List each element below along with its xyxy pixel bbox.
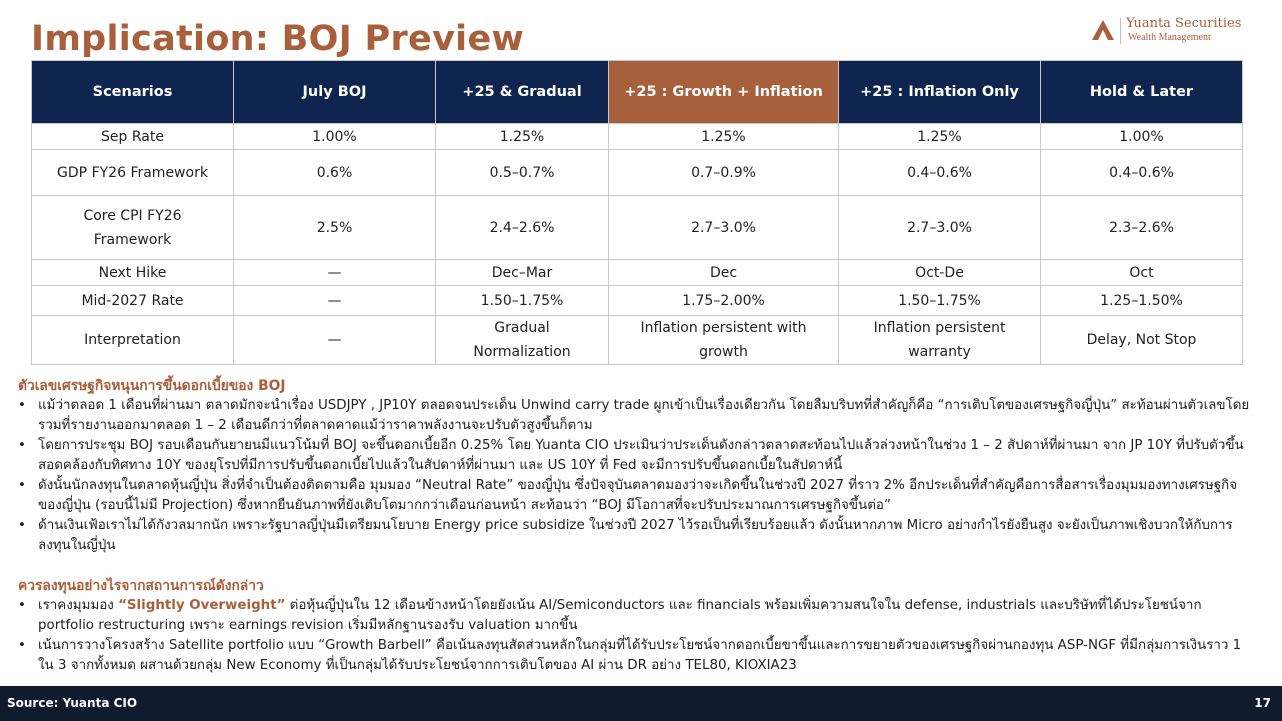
row-label: Interpretation [31, 315, 234, 365]
bullet-dot: • [18, 598, 26, 613]
company-logo: Yuanta Securities Wealth Management [1090, 16, 1270, 46]
table-row: Next Hike — Dec–Mar Dec Oct-De Oct [31, 259, 1243, 286]
table-row: Interpretation — Gradual Normalization I… [31, 315, 1243, 365]
list-item: • เน้นการวางโครงสร้าง Satellite portfolio… [18, 636, 1258, 676]
table-cell: 2.3–2.6% [1040, 195, 1243, 260]
header-inflation-only: +25 : Inflation Only [838, 60, 1041, 124]
page-title: Implication: BOJ Preview [31, 19, 525, 59]
table-cell: 2.5% [233, 195, 436, 260]
row-label: GDP FY26 Framework [31, 149, 234, 196]
row-label: Core CPI FY26 Framework [31, 195, 234, 260]
table-cell: Delay, Not Stop [1040, 315, 1243, 365]
header-hold-later: Hold & Later [1040, 60, 1243, 124]
page-number: 17 [1254, 696, 1271, 710]
table-cell: — [233, 259, 436, 286]
header-growth-inflation: +25 : Growth + Inflation [608, 60, 839, 124]
list-item: • โดยการประชุม BOJ รอบเดือนกันยายนมีแนวโน… [18, 436, 1258, 476]
section-title-economy: ตัวเลขเศรษฐกิจหนุนการขึ้นดอกเบี้ยของ BOJ [18, 378, 286, 394]
list-item: • แม้ว่าตลอด 1 เดือนที่ผ่านมา ตลาดมักจะนำ… [18, 396, 1258, 436]
table-cell: 1.75–2.00% [608, 285, 839, 316]
bullet-dot: • [18, 638, 26, 653]
list-item: • ดังนั้นนักลงทุนในตลาดหุ้นญี่ปุ่น สิ่งที… [18, 476, 1258, 516]
strategy-bullet-list: • เราคงมุมมอง “Slightly Overweight” ต่อหุ… [18, 596, 1258, 676]
table-cell: Oct-De [838, 259, 1041, 286]
header-scenarios: Scenarios [31, 60, 234, 124]
table-row: Core CPI FY26 Framework 2.5% 2.4–2.6% 2.… [31, 195, 1243, 260]
table-row: Mid-2027 Rate — 1.50–1.75% 1.75–2.00% 1.… [31, 285, 1243, 316]
table-cell: 0.4–0.6% [838, 149, 1041, 196]
bullet-text: ดังนั้นนักลงทุนในตลาดหุ้นญี่ปุ่น สิ่งที่… [38, 478, 1238, 513]
overweight-emphasis: “Slightly Overweight” [118, 598, 286, 613]
table-cell: Dec [608, 259, 839, 286]
logo-divider [1120, 18, 1121, 44]
table-cell: 1.00% [233, 123, 436, 150]
table-cell: Oct [1040, 259, 1243, 286]
table-cell: 1.25% [608, 123, 839, 150]
yuanta-logo-icon [1092, 20, 1114, 40]
footer-bar: Source: Yuanta CIO 17 [0, 686, 1282, 721]
table-cell: 1.25–1.50% [1040, 285, 1243, 316]
table-cell: 2.7–3.0% [838, 195, 1041, 260]
bullet-text: เน้นการวางโครงสร้าง Satellite portfolio … [38, 638, 1242, 673]
table-header-row: Scenarios July BOJ +25 & Gradual +25 : G… [31, 60, 1243, 124]
table-row: GDP FY26 Framework 0.6% 0.5–0.7% 0.7–0.9… [31, 149, 1243, 196]
table-cell: 1.25% [838, 123, 1041, 150]
table-cell: Inflation persistent warranty [838, 315, 1041, 365]
table-cell: Inflation persistent with growth [608, 315, 839, 365]
bullet-text: แม้ว่าตลอด 1 เดือนที่ผ่านมา ตลาดมักจะนำเ… [38, 398, 1250, 433]
bullet-text-post: ต่อหุ้นญี่ปุ่นใน 12 เดือนข้างหน้าโดยยังเ… [38, 598, 1202, 633]
row-label: Next Hike [31, 259, 234, 286]
bullet-text: โดยการประชุม BOJ รอบเดือนกันยายนมีแนวโน้… [38, 438, 1244, 473]
list-item: • เราคงมุมมอง “Slightly Overweight” ต่อหุ… [18, 596, 1258, 636]
header-july-boj: July BOJ [233, 60, 436, 124]
table-cell: — [233, 285, 436, 316]
bullet-text-pre: เราคงมุมมอง [38, 598, 119, 613]
bullet-dot: • [18, 478, 26, 493]
bullet-dot: • [18, 518, 26, 533]
bullet-dot: • [18, 438, 26, 453]
table-cell: Dec–Mar [435, 259, 609, 286]
table-cell: 0.4–0.6% [1040, 149, 1243, 196]
table-cell: 0.5–0.7% [435, 149, 609, 196]
table-cell: Gradual Normalization [435, 315, 609, 365]
bullet-text: ด้านเงินเฟ้อเราไม่ได้กังวลมากนัก เพราะรั… [38, 518, 1233, 553]
table-cell: 2.4–2.6% [435, 195, 609, 260]
table-cell: 0.6% [233, 149, 436, 196]
economy-bullet-list: • แม้ว่าตลอด 1 เดือนที่ผ่านมา ตลาดมักจะนำ… [18, 396, 1258, 556]
table-cell: 2.7–3.0% [608, 195, 839, 260]
table-cell: 1.00% [1040, 123, 1243, 150]
commentary-body: ตัวเลขเศรษฐกิจหนุนการขึ้นดอกเบี้ยของ BOJ… [18, 376, 1258, 676]
list-item: • ด้านเงินเฟ้อเราไม่ได้กังวลมากนัก เพราะร… [18, 516, 1258, 556]
table-cell: 1.50–1.75% [435, 285, 609, 316]
table-cell: 0.7–0.9% [608, 149, 839, 196]
bullet-dot: • [18, 398, 26, 413]
logo-name: Yuanta Securities [1126, 16, 1242, 31]
scenario-table: Scenarios July BOJ +25 & Gradual +25 : G… [31, 60, 1243, 365]
table-cell: 1.25% [435, 123, 609, 150]
row-label: Sep Rate [31, 123, 234, 150]
row-label: Mid-2027 Rate [31, 285, 234, 316]
table-row: Sep Rate 1.00% 1.25% 1.25% 1.25% 1.00% [31, 123, 1243, 150]
table-cell: 1.50–1.75% [838, 285, 1041, 316]
table-cell: — [233, 315, 436, 365]
source-note: Source: Yuanta CIO [7, 696, 138, 710]
logo-subtitle: Wealth Management [1128, 32, 1211, 43]
header-gradual: +25 & Gradual [435, 60, 609, 124]
section-title-strategy: ควรลงทุนอย่างไรจากสถานการณ์ดังกล่าว [18, 578, 264, 594]
